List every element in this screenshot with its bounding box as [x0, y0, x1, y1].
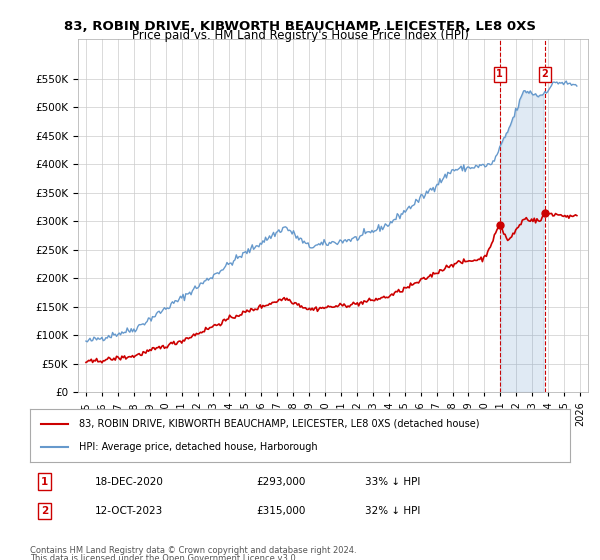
Text: 32% ↓ HPI: 32% ↓ HPI [365, 506, 420, 516]
Text: 12-OCT-2023: 12-OCT-2023 [95, 506, 163, 516]
Text: 1: 1 [41, 477, 48, 487]
Text: This data is licensed under the Open Government Licence v3.0.: This data is licensed under the Open Gov… [30, 554, 298, 560]
Text: 2: 2 [541, 69, 548, 80]
Text: 18-DEC-2020: 18-DEC-2020 [95, 477, 164, 487]
Text: 33% ↓ HPI: 33% ↓ HPI [365, 477, 420, 487]
Text: 2: 2 [41, 506, 48, 516]
Text: HPI: Average price, detached house, Harborough: HPI: Average price, detached house, Harb… [79, 442, 317, 452]
Text: 83, ROBIN DRIVE, KIBWORTH BEAUCHAMP, LEICESTER, LE8 0XS: 83, ROBIN DRIVE, KIBWORTH BEAUCHAMP, LEI… [64, 20, 536, 32]
Text: 1: 1 [496, 69, 503, 80]
Text: £293,000: £293,000 [257, 477, 306, 487]
Text: £315,000: £315,000 [257, 506, 306, 516]
Text: Price paid vs. HM Land Registry's House Price Index (HPI): Price paid vs. HM Land Registry's House … [131, 29, 469, 42]
Text: Contains HM Land Registry data © Crown copyright and database right 2024.: Contains HM Land Registry data © Crown c… [30, 546, 356, 555]
Text: 83, ROBIN DRIVE, KIBWORTH BEAUCHAMP, LEICESTER, LE8 0XS (detached house): 83, ROBIN DRIVE, KIBWORTH BEAUCHAMP, LEI… [79, 419, 479, 429]
